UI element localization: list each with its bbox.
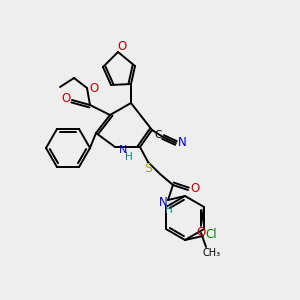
Text: N: N <box>159 196 167 208</box>
Text: N: N <box>119 145 127 155</box>
Text: O: O <box>190 182 200 194</box>
Text: S: S <box>144 161 152 175</box>
Text: CH₃: CH₃ <box>203 248 221 258</box>
Text: Cl: Cl <box>205 229 217 242</box>
Text: H: H <box>125 152 133 162</box>
Text: O: O <box>196 226 206 239</box>
Text: O: O <box>89 82 99 94</box>
Text: C: C <box>154 130 162 140</box>
Text: N: N <box>178 136 186 149</box>
Text: H: H <box>165 205 173 215</box>
Text: O: O <box>117 40 127 53</box>
Text: O: O <box>61 92 70 104</box>
